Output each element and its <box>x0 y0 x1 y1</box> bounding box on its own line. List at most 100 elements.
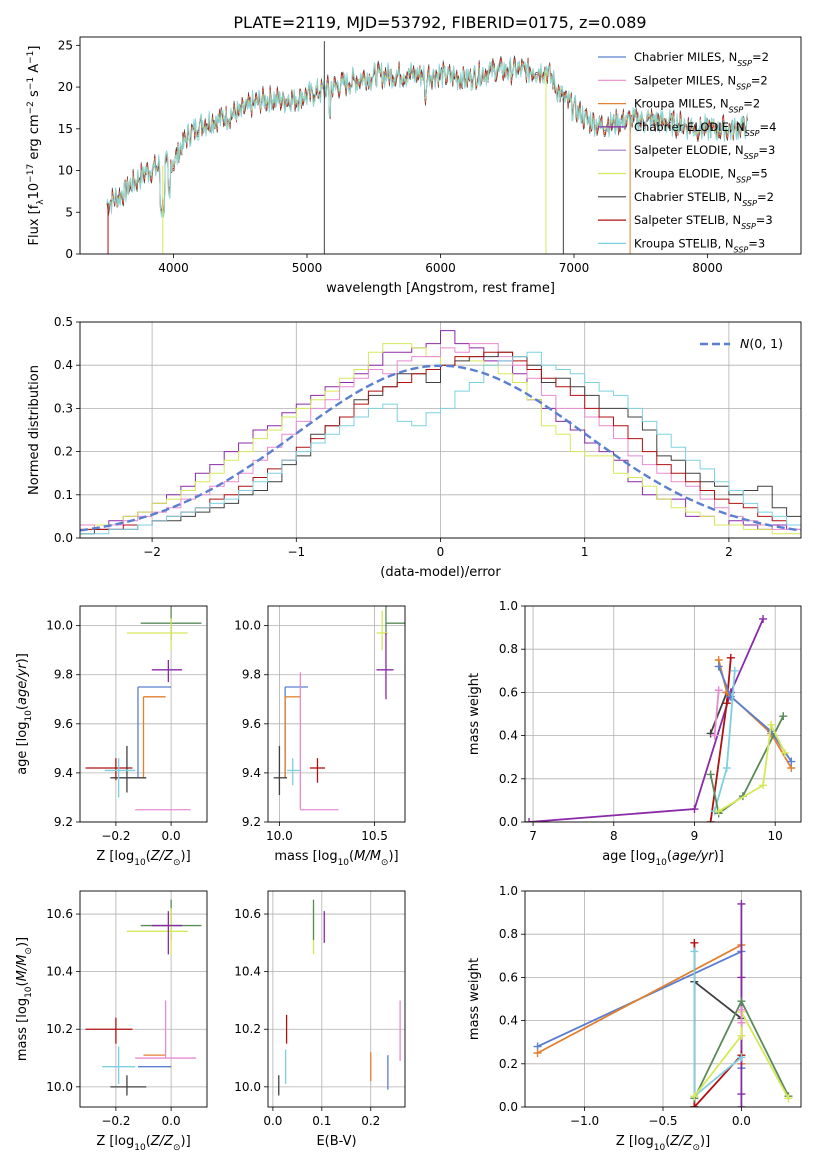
label-part: ⊙ <box>24 947 34 955</box>
weight-marker-salpeter_miles <box>710 731 719 740</box>
label-part: M/M <box>354 849 381 864</box>
y-tick-label: 0.2 <box>54 445 73 459</box>
x-tick-label: 0.0 <box>162 1114 181 1128</box>
label-part: 10 <box>24 710 34 722</box>
label-part: wavelength [Angstrom, rest frame] <box>326 281 555 296</box>
label-part: ( <box>15 705 30 710</box>
label-part: Z/Z <box>669 1134 693 1149</box>
legend-label-main: Chabrier ELODIE, N <box>634 120 745 134</box>
y-tick-label: 0.8 <box>499 927 518 941</box>
legend-label-sub: SSP <box>736 82 751 91</box>
x-tick-label: 7000 <box>559 261 590 275</box>
axes-frame <box>267 605 406 823</box>
legend-label-tail: =3 <box>756 213 773 227</box>
y-axis-label: mass weight <box>467 958 482 1040</box>
y-tick-label: 0.6 <box>499 970 518 984</box>
label-part: 10 <box>134 858 146 868</box>
legend-label-sub: SSP <box>744 152 759 161</box>
y-tick-label: 0.3 <box>54 401 73 415</box>
label-part: λ <box>36 199 46 205</box>
x-axis-label: Z [log10(Z/Z⊙)] <box>96 1134 190 1153</box>
label-part: ( <box>349 849 354 864</box>
weight-marker-model_green <box>737 997 746 1006</box>
y-tick-label: 0 <box>65 247 73 261</box>
plot-area <box>85 606 202 811</box>
legend-label-main: Salpeter MILES, N <box>634 73 736 87</box>
legend-label-tail: =2 <box>743 97 760 111</box>
y-axis-label: mass weight <box>467 673 482 755</box>
y-tick-label: 0.0 <box>499 815 518 829</box>
panel-age_vs_mass: 10.0 10.5 9.2 9.4 9.6 9.8 10.0 mass [log10(M/M⊙… <box>234 605 406 868</box>
weight-marker-chabrier_stelib <box>706 729 715 738</box>
x-axis-label: Z [log10(Z/Z⊙)] <box>96 849 190 868</box>
label-part: Z [log <box>616 1134 654 1149</box>
label-part: 10 <box>27 183 42 200</box>
weight-marker-kroupa_elodie <box>690 1092 699 1101</box>
legend-label-main: Kroupa MILES, N <box>634 97 729 111</box>
weight-marker-chabrier_elodie <box>737 1103 746 1107</box>
x-tick-label: 6000 <box>425 261 456 275</box>
axes-frame <box>524 605 802 823</box>
weight-marker-kroupa_elodie <box>714 807 723 816</box>
label-part: )] <box>181 849 191 864</box>
panel-massweight_vs_Z: −1.0 −0.5 0.0 0.0 0.2 0.4 0.6 0.8 1.0 Z [log10(Z/… <box>467 884 802 1153</box>
plot-area <box>525 614 796 822</box>
legend-label-sub: SSP <box>741 222 756 231</box>
weight-marker-chabrier_elodie <box>737 973 746 982</box>
legend-label-sub: SSP <box>737 59 752 68</box>
label-part: −1 <box>26 77 36 90</box>
plot-area <box>273 606 405 811</box>
label-part: ⊙ <box>381 858 389 868</box>
x-tick-label: 0.2 <box>361 1114 380 1128</box>
x-tick-label: 7 <box>529 829 537 843</box>
y-tick-label: 15 <box>58 122 73 136</box>
weight-marker-chabrier_elodie <box>690 805 699 814</box>
label-part: age/yr <box>15 662 30 705</box>
histogram-kroupa_stelib <box>80 351 801 535</box>
legend-label-main: Kroupa STELIB, N <box>634 236 734 250</box>
weight-line-salpeter_miles <box>713 690 720 736</box>
x-tick-label: −2 <box>143 545 161 559</box>
label-part: 10 <box>654 1143 666 1153</box>
y-tick-label: 20 <box>58 80 73 94</box>
y-tick-label: 0.0 <box>499 1100 518 1114</box>
y-tick-label: 0.5 <box>54 315 73 329</box>
label-part: ] <box>27 46 42 51</box>
label-part: age [log <box>602 849 655 864</box>
legend-label: Chabrier MILES, NSSP=2 <box>634 50 769 68</box>
y-tick-label: 1.0 <box>499 599 518 613</box>
axes-frame <box>267 890 406 1108</box>
x-tick-label: 2 <box>725 545 733 559</box>
plot-area <box>106 41 748 254</box>
x-tick-label: −1 <box>287 545 305 559</box>
label-part: mass weight <box>467 673 482 755</box>
legend-label-main: Chabrier STELIB, N <box>634 190 742 204</box>
label-part: −2 <box>26 101 36 114</box>
weight-marker-chabrier_elodie <box>525 818 534 822</box>
panel-mass_vs_ebv: 0.0 0.1 0.2 10.0 10.2 10.4 10.6 E(B-V) <box>234 890 406 1149</box>
weight-marker-chabrier_miles <box>714 662 723 671</box>
y-tick-label: 10.2 <box>46 1022 73 1036</box>
weight-marker-kroupa_miles <box>533 1049 542 1057</box>
weight-marker-kroupa_elodie <box>759 781 768 790</box>
label-part: ( <box>667 849 672 864</box>
label-part: Flux [f <box>27 204 42 245</box>
label-part: A <box>27 64 42 77</box>
panel-mass_vs_Z: −0.2 0.010.010.210.410.6Z [log10(Z/Z⊙)]ma… <box>15 890 208 1153</box>
label-part: −17 <box>26 164 36 183</box>
legend-label-sub: SSP <box>742 198 757 207</box>
legend-gauss-label: N(0, 1) <box>740 336 783 351</box>
label-part: ( <box>146 1134 151 1149</box>
legend-label-tail: =3 <box>748 236 765 250</box>
label-part: )] <box>15 937 30 947</box>
label-part: Z [log <box>96 849 134 864</box>
weight-marker-salpeter_stelib <box>722 699 731 708</box>
y-tick-label: 0.6 <box>499 685 518 699</box>
histogram-chabrier_elodie <box>80 330 801 530</box>
weight-marker-salpeter_stelib <box>690 1103 699 1107</box>
legend-label: Chabrier STELIB, NSSP=2 <box>634 190 774 208</box>
y-axis-label: Flux [fλ10−17 erg cm−2 s−1 A−1] <box>26 46 46 246</box>
label-part: mass [log <box>274 849 337 864</box>
y-axis-label: age [log10(age/yr)] <box>15 653 34 775</box>
